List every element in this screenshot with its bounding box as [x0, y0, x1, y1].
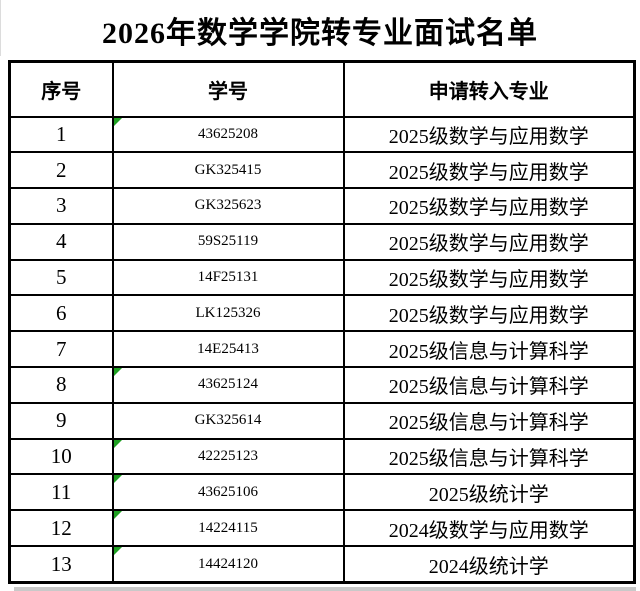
student-id-cell: 14F25131 [111, 258, 345, 297]
row-number-cell: 2 [8, 151, 114, 190]
student-id-cell: GK325415 [111, 151, 345, 190]
col-header-target-major: 申请转入专业 [342, 60, 636, 118]
table-row: 11 43625106 2025级统计学 [8, 473, 636, 512]
table-row: 9 GK325614 2025级信息与计算科学 [8, 401, 636, 440]
table-row: 8 43625124 2025级信息与计算科学 [8, 366, 636, 404]
major-cell: 2025级信息与计算科学 [342, 401, 636, 440]
student-id-cell: 43625106 [111, 473, 345, 512]
student-id-value: 42225123 [198, 448, 258, 465]
table-header-row: 序号 学号 申请转入专业 [8, 60, 636, 118]
student-id-value: 14224115 [198, 519, 258, 536]
row-number-cell: 5 [8, 258, 114, 297]
row-number-cell: 9 [8, 401, 114, 440]
student-id-cell: 14E25413 [111, 330, 345, 369]
student-id-value: 43625124 [198, 376, 258, 393]
interview-roster-table: 序号 学号 申请转入专业 1 43625208 2025级数学与应用数学 2 G… [8, 60, 636, 584]
student-id-value: GK325415 [194, 161, 262, 178]
major-cell: 2025级数学与应用数学 [342, 294, 636, 333]
table-drop-shadow [14, 587, 636, 591]
student-id-cell: LK125326 [111, 294, 345, 333]
major-cell: 2025级数学与应用数学 [342, 187, 636, 225]
green-triangle-icon [114, 512, 122, 520]
student-id-cell: 59S25119 [111, 222, 345, 261]
row-number-cell: 6 [8, 294, 114, 333]
major-cell: 2025级统计学 [342, 473, 636, 512]
student-id-value: 43625106 [198, 483, 258, 500]
student-id-cell: 42225123 [111, 437, 345, 476]
table-row: 12 14224115 2024级数学与应用数学 [8, 509, 636, 548]
col-header-student-id: 学号 [111, 60, 345, 118]
left-edge-artifact-line [0, 0, 1, 56]
major-cell: 2025级信息与计算科学 [342, 330, 636, 369]
table-row: 3 GK325623 2025级数学与应用数学 [8, 187, 636, 225]
row-number-cell: 11 [8, 473, 114, 512]
row-number-cell: 3 [8, 187, 114, 225]
green-triangle-icon [114, 548, 122, 556]
green-triangle-icon [114, 476, 122, 484]
row-number-cell: 8 [8, 366, 114, 404]
student-id-cell: GK325623 [111, 187, 345, 225]
student-id-cell: 14424120 [111, 545, 345, 584]
row-number-cell: 7 [8, 330, 114, 369]
student-id-value: 14424120 [198, 555, 258, 572]
major-cell: 2024级数学与应用数学 [342, 509, 636, 548]
green-triangle-icon [114, 369, 122, 377]
student-id-cell: 43625124 [111, 366, 345, 404]
table-row: 2 GK325415 2025级数学与应用数学 [8, 151, 636, 190]
major-cell: 2025级数学与应用数学 [342, 222, 636, 261]
row-number-cell: 12 [8, 509, 114, 548]
student-id-value: LK125326 [195, 304, 261, 321]
student-id-cell: 43625208 [111, 115, 345, 154]
student-id-value: 59S25119 [197, 233, 259, 250]
table-row: 6 LK125326 2025级数学与应用数学 [8, 294, 636, 333]
table-row: 10 42225123 2025级信息与计算科学 [8, 437, 636, 476]
row-number-cell: 1 [8, 115, 114, 154]
major-cell: 2025级信息与计算科学 [342, 366, 636, 404]
major-cell: 2025级数学与应用数学 [342, 115, 636, 154]
student-id-cell: GK325614 [111, 401, 345, 440]
table-row: 1 43625208 2025级数学与应用数学 [8, 115, 636, 154]
table-body: 1 43625208 2025级数学与应用数学 2 GK325415 2025级… [8, 115, 636, 584]
student-id-value: GK325623 [194, 197, 262, 214]
col-header-serial-number: 序号 [8, 60, 114, 118]
green-triangle-icon [114, 118, 122, 126]
student-id-value: GK325614 [194, 412, 262, 429]
student-id-value: 14F25131 [197, 269, 259, 286]
major-cell: 2024级统计学 [342, 545, 636, 584]
table-row: 13 14424120 2024级统计学 [8, 545, 636, 584]
student-id-value: 14E25413 [197, 340, 259, 357]
major-cell: 2025级信息与计算科学 [342, 437, 636, 476]
row-number-cell: 4 [8, 222, 114, 261]
page-title: 2026年数学学院转专业面试名单 [102, 17, 538, 50]
green-triangle-icon [114, 440, 122, 448]
table-row: 4 59S25119 2025级数学与应用数学 [8, 222, 636, 261]
table-row: 5 14F25131 2025级数学与应用数学 [8, 258, 636, 297]
student-id-cell: 14224115 [111, 509, 345, 548]
major-cell: 2025级数学与应用数学 [342, 258, 636, 297]
row-number-cell: 13 [8, 545, 114, 584]
student-id-value: 43625208 [198, 125, 258, 142]
row-number-cell: 10 [8, 437, 114, 476]
table-row: 7 14E25413 2025级信息与计算科学 [8, 330, 636, 369]
major-cell: 2025级数学与应用数学 [342, 151, 636, 190]
